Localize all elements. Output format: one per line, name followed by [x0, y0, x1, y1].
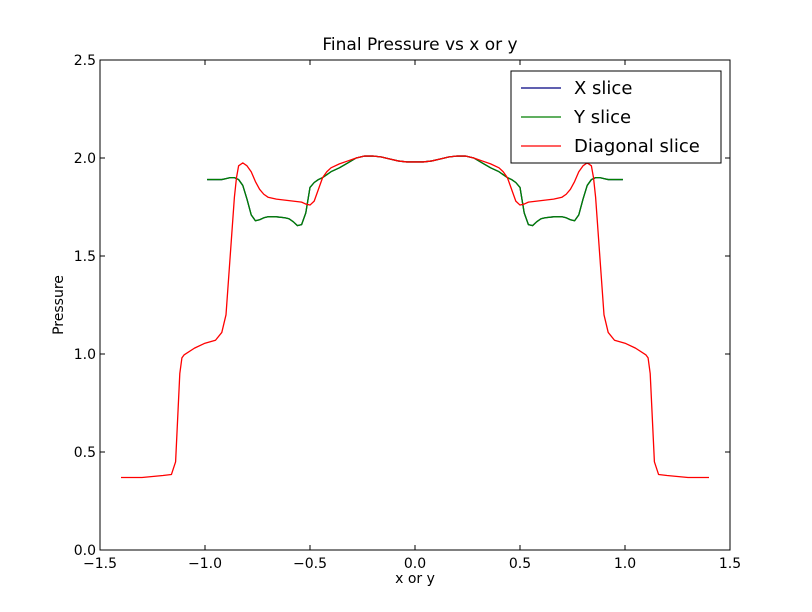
legend: X slice Y slice Diagonal slice: [510, 70, 722, 164]
y-axis-label: Pressure: [51, 275, 67, 335]
x-tick-label: −0.5: [293, 556, 327, 572]
chart-title: Final Pressure vs x or y: [322, 35, 517, 55]
legend-label-2: Y slice: [573, 107, 631, 128]
y-tick-label: 1.0: [74, 347, 96, 363]
y-tick-label: 2.5: [74, 53, 96, 69]
x-tick-label: 1.0: [614, 556, 636, 572]
x-axis-label: x or y: [395, 571, 435, 587]
legend-label-1: X slice: [574, 78, 632, 99]
x-tick-label: 1.5: [719, 556, 741, 572]
series-line-3: [121, 155, 709, 479]
x-tick-label: −1.5: [83, 556, 117, 572]
y-tick-label: 1.5: [74, 249, 96, 265]
series-layer: [121, 155, 709, 479]
x-tick-label: 0.0: [404, 556, 426, 572]
x-tick-label: −1.0: [188, 556, 222, 572]
x-axis-ticks: −1.5 −1.0 −0.5 0.0 0.5 1.0 1.5: [83, 60, 741, 572]
y-tick-label: 2.0: [74, 151, 96, 167]
x-tick-label: 0.5: [509, 556, 531, 572]
y-tick-label: 0.0: [74, 543, 96, 559]
legend-label-3: Diagonal slice: [574, 136, 700, 157]
pressure-chart: Final Pressure vs x or y −1.5 −1.0 −0.5 0.0…: [51, 35, 742, 587]
y-axis-ticks: 0.0 0.5 1.0 1.5 2.0 2.5: [74, 53, 730, 559]
y-tick-label: 0.5: [74, 445, 96, 461]
